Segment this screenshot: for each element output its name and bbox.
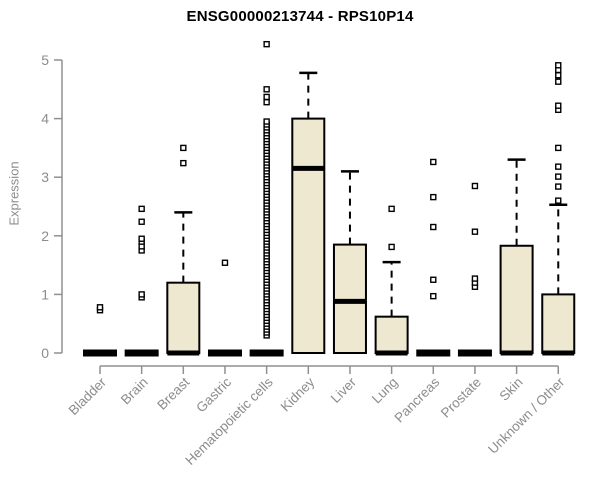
y-tick-label-3: 3 <box>41 169 49 185</box>
outlier-point-brain <box>138 205 145 213</box>
outlier-point-hematopoietic-cells <box>263 118 270 125</box>
collapsed-box-hematopoietic-cells <box>249 349 284 357</box>
y-tick-label-4: 4 <box>41 111 49 127</box>
outlier-point-lung <box>388 205 395 213</box>
x-label-prostate: Prostate <box>438 375 484 421</box>
outlier-point-breast <box>180 144 187 152</box>
outlier-point-unknown-other <box>555 78 562 85</box>
outlier-point-unknown-other <box>555 197 562 204</box>
box-liver <box>332 243 367 354</box>
outlier-point-pancreas <box>430 223 437 231</box>
x-label-kidney: Kidney <box>278 374 318 414</box>
x-label-lung: Lung <box>369 375 401 407</box>
outlier-point-pancreas <box>430 276 437 283</box>
y-tick-label-0: 0 <box>41 345 49 361</box>
outlier-point-unknown-other <box>555 144 562 152</box>
outlier-point-brain <box>138 235 145 242</box>
x-label-liver: Liver <box>328 374 360 406</box>
outlier-point-unknown-other <box>555 183 562 190</box>
outlier-point-prostate <box>471 228 479 235</box>
collapsed-box-prostate <box>457 349 492 357</box>
outlier-point-breast <box>180 159 187 167</box>
outlier-point-unknown-other <box>555 72 562 79</box>
box-lung <box>374 315 409 354</box>
box-breast <box>166 281 201 354</box>
outlier-point-pancreas <box>430 193 437 201</box>
outlier-point-hematopoietic-cells <box>263 86 270 93</box>
outlier-point-hematopoietic-cells <box>263 93 270 101</box>
chart-title: ENSG00000213744 - RPS10P14 <box>186 8 414 25</box>
box-kidney <box>291 117 326 354</box>
outlier-point-prostate <box>471 182 479 190</box>
outlier-point-gastric <box>221 259 229 266</box>
outlier-point-unknown-other <box>555 62 562 69</box>
outlier-point-unknown-other <box>555 163 562 170</box>
outlier-point-unknown-other <box>555 173 562 180</box>
collapsed-box-gastric <box>207 349 242 357</box>
x-label-breast: Breast <box>154 374 192 412</box>
outlier-point-hematopoietic-cells <box>263 40 270 48</box>
y-tick-label-2: 2 <box>41 228 49 244</box>
x-label-brain: Brain <box>118 375 151 408</box>
box-unknown-other <box>541 293 576 354</box>
x-label-skin: Skin <box>497 375 526 404</box>
outlier-point-pancreas <box>430 158 437 166</box>
x-label-pancreas: Pancreas <box>391 374 442 425</box>
collapsed-box-brain <box>124 349 159 357</box>
outlier-point-hematopoietic-cells <box>263 98 270 106</box>
collapsed-box-bladder <box>83 349 117 357</box>
collapsed-box-pancreas <box>416 349 451 357</box>
box-skin <box>499 244 534 354</box>
outlier-point-bladder <box>96 304 104 311</box>
outlier-point-brain <box>138 291 145 298</box>
outlier-point-prostate <box>471 275 479 282</box>
y-tick-label-1: 1 <box>41 286 49 302</box>
outlier-point-unknown-other <box>555 102 562 109</box>
x-label-gastric: Gastric <box>193 374 234 415</box>
x-label-bladder: Bladder <box>66 374 110 418</box>
outlier-point-brain <box>138 218 145 225</box>
x-label-unknown-other: Unknown / Other <box>485 374 568 457</box>
outlier-point-lung <box>388 243 395 251</box>
outlier-point-pancreas <box>430 292 437 300</box>
y-tick-label-5: 5 <box>41 52 49 68</box>
